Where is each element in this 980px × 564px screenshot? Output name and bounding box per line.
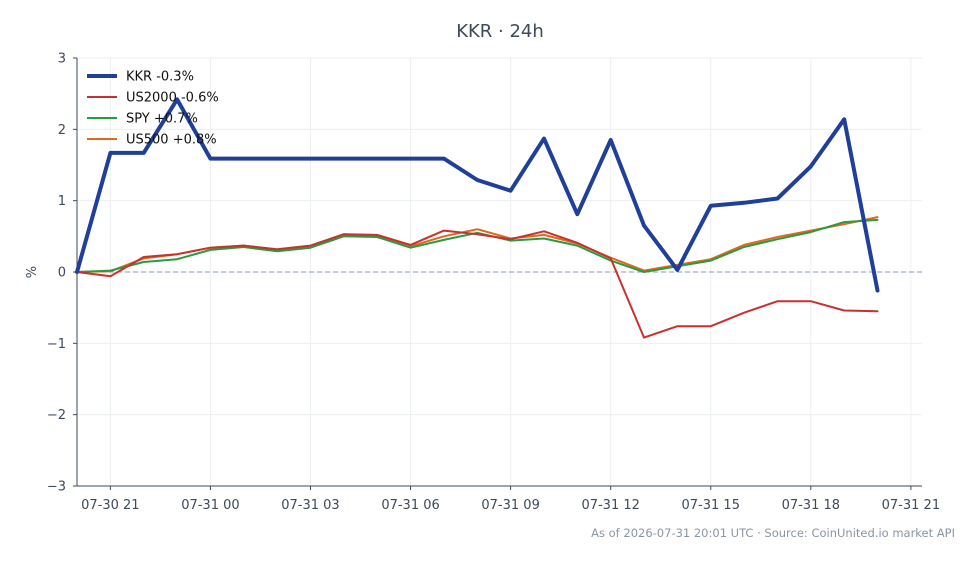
y-axis-label: %: [25, 266, 40, 278]
y-tick-label: 1: [58, 194, 66, 209]
x-tick-label: 07-31 21: [882, 498, 940, 513]
y-tick-label: 0: [58, 266, 66, 281]
x-tick-label: 07-31 18: [782, 498, 840, 513]
legend-label: KKR -0.3%: [126, 70, 194, 85]
y-tick-label: −1: [47, 337, 66, 352]
series-line-1: [75, 97, 880, 293]
x-tick-label: 07-31 15: [682, 498, 740, 513]
series-line-3: [76, 218, 879, 273]
x-tick-label: 07-31 12: [581, 498, 639, 513]
x-tick-label: 07-31 06: [381, 498, 439, 513]
x-tick-label: 07-31 03: [281, 498, 339, 513]
legend: KKR -0.3% US2000 -0.6% SPY +0.7% US500 +0.8…: [87, 70, 219, 148]
grid: [77, 57, 922, 487]
y-tick-label: −2: [47, 408, 66, 423]
legend-label: US2000 -0.6%: [126, 91, 219, 106]
series-layer: [75, 97, 880, 339]
y-tick-label: 2: [58, 123, 66, 138]
x-tick-label: 07-31 00: [181, 498, 239, 513]
legend-label: SPY +0.7%: [126, 112, 198, 127]
chart-title: KKR · 24h: [456, 21, 544, 42]
x-tick-label: 07-31 09: [481, 498, 539, 513]
x-tick-label: 07-30 21: [81, 498, 139, 513]
series-line-2: [76, 229, 879, 339]
y-tick-label: −3: [47, 480, 66, 495]
legend-label: US500 +0.8%: [126, 133, 217, 148]
axes: −3 −2 −1 0 1 2 3 07-30 21 07-31 00 07-31 03 07-31 …: [47, 52, 940, 514]
footer-note: As of 2026-07-31 20:01 UTC · Source: Coi…: [591, 526, 955, 540]
y-tick-label: 3: [58, 52, 66, 67]
